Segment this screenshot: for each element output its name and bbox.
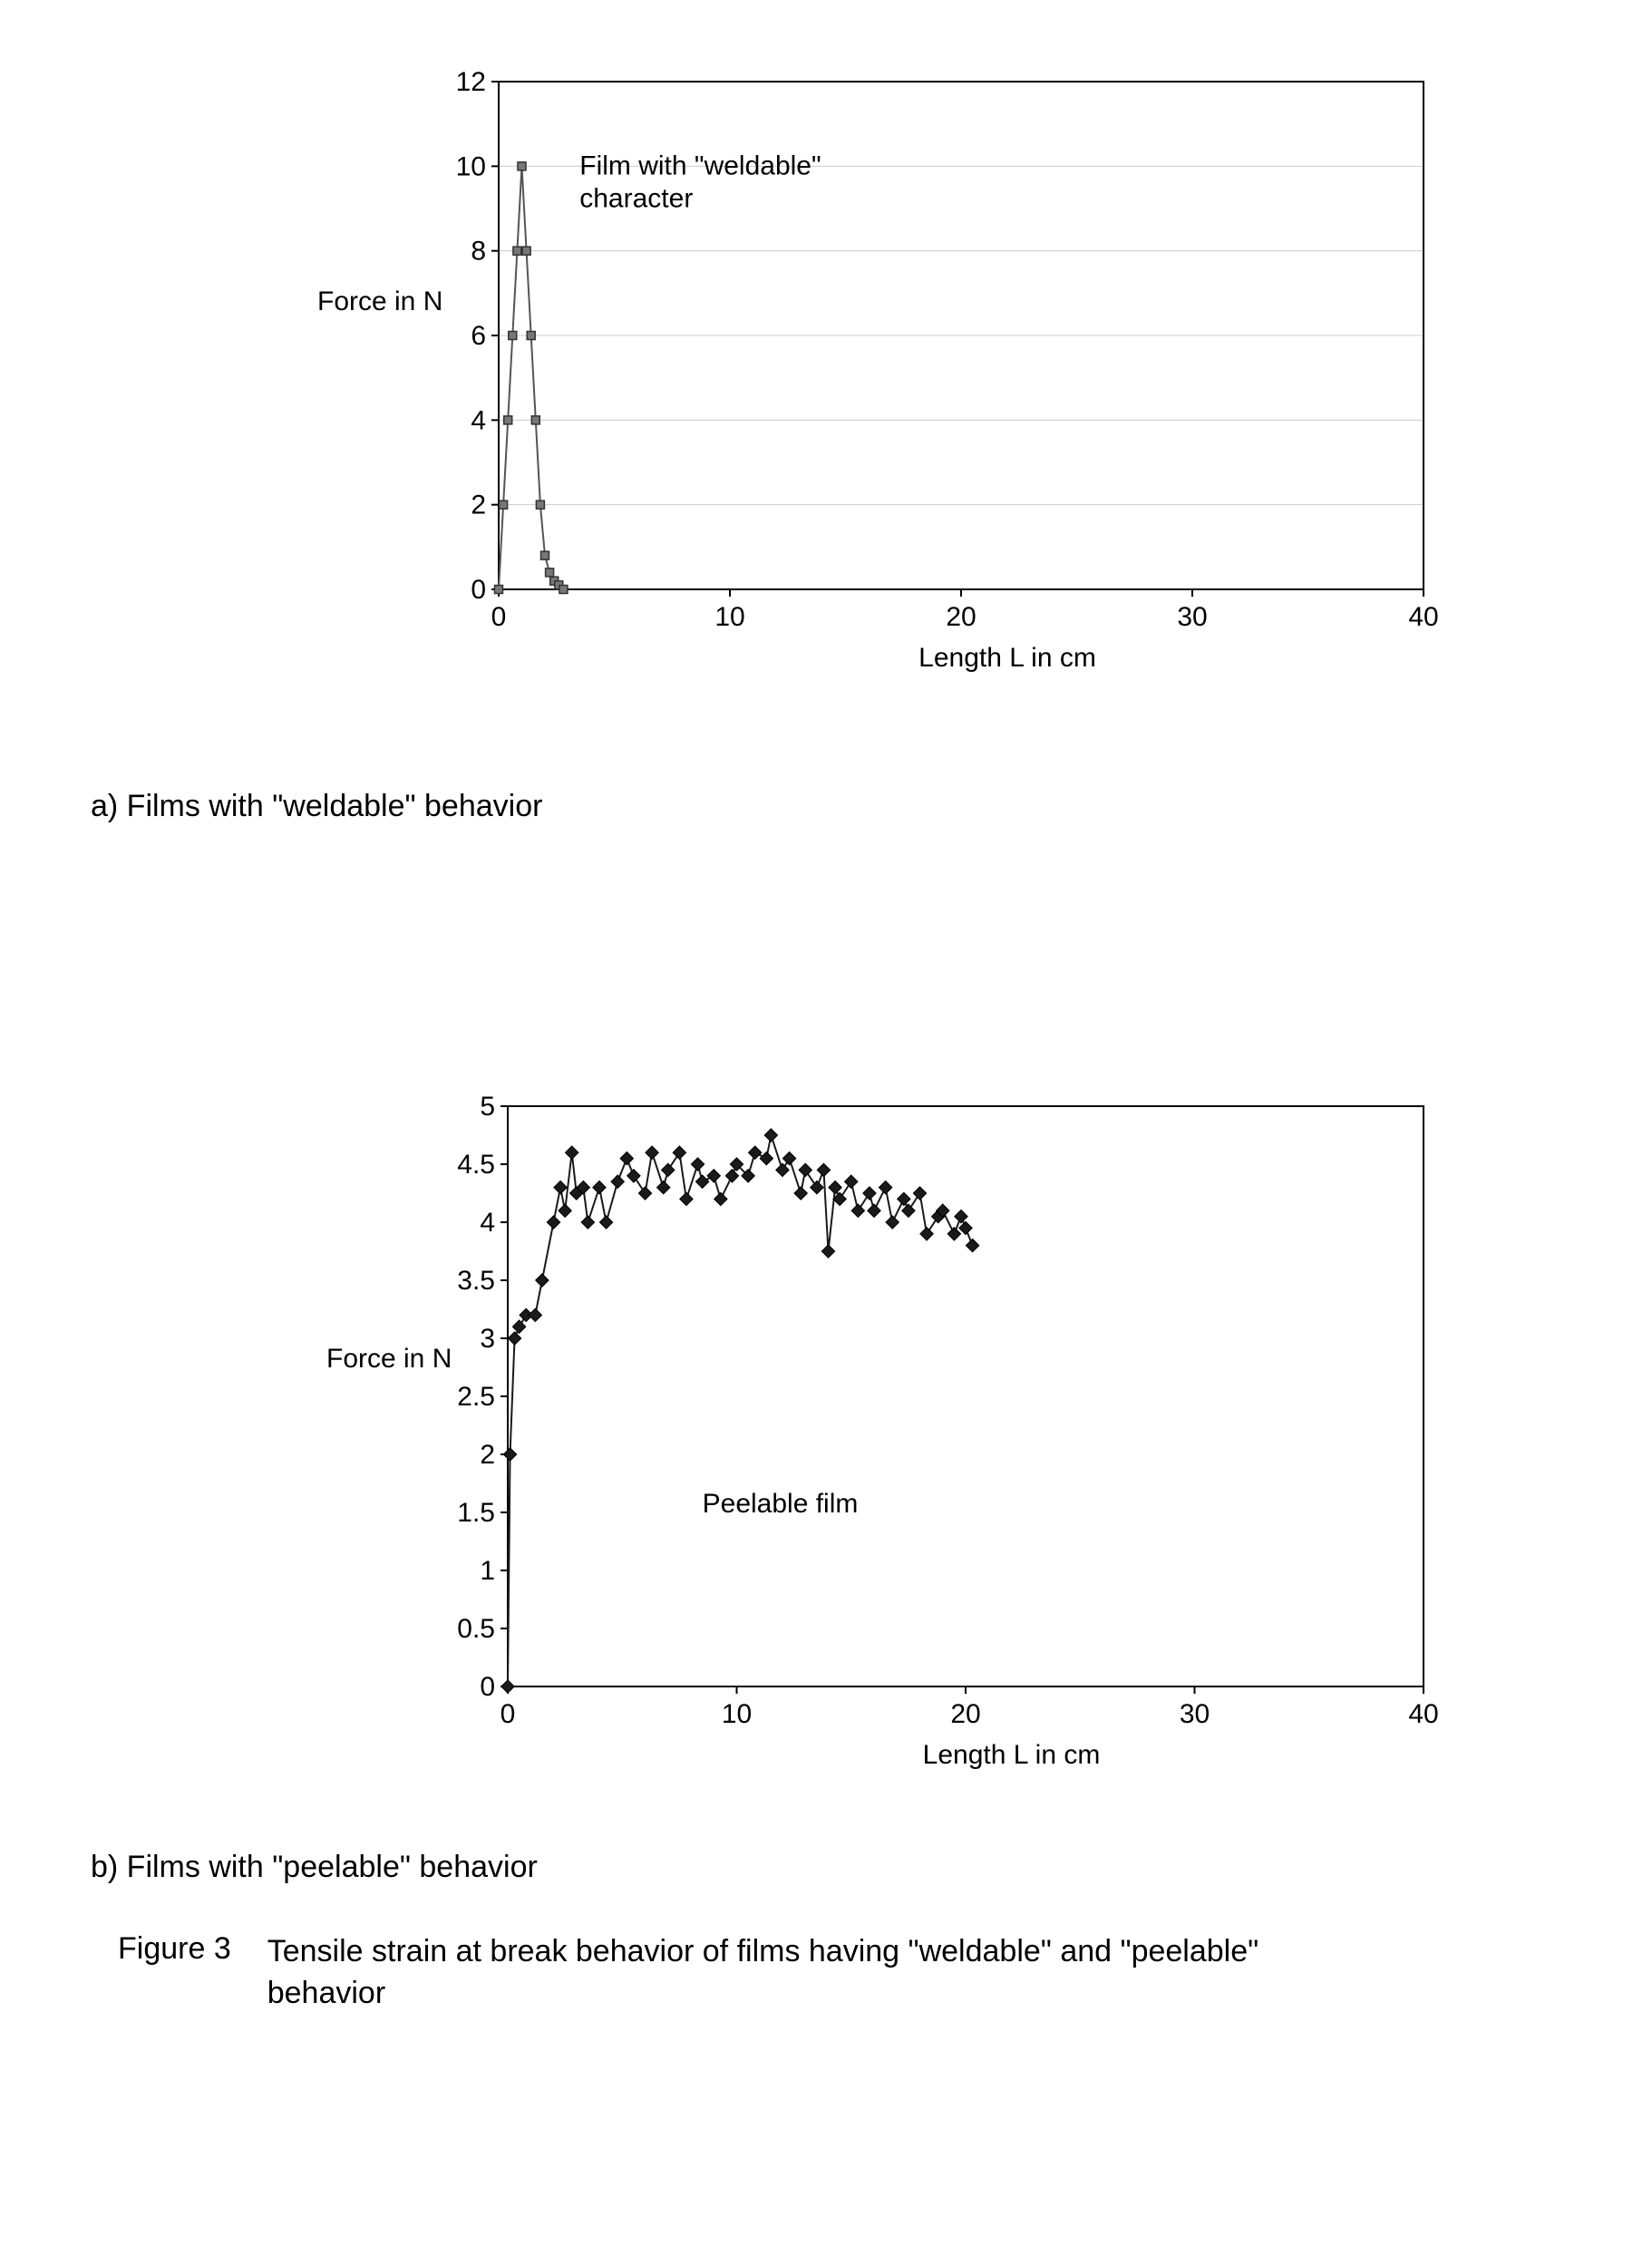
- chart-peelable: 0 0.5 1 1.5 2 2.5 3 3.5 4 4.5 5 0 10 20 30 40 Length L i…: [272, 1088, 1451, 1795]
- chart-weldable-svg: 0 2 4 6 8 10 12 0 10 20 30 40 Length L in cm Force in…: [272, 63, 1451, 698]
- svg-text:8: 8: [471, 237, 486, 267]
- svg-text:6: 6: [471, 321, 486, 351]
- svg-text:40: 40: [1408, 602, 1438, 632]
- svg-text:Peelable film: Peelable film: [703, 1489, 859, 1519]
- svg-text:1: 1: [480, 1556, 495, 1586]
- svg-text:20: 20: [950, 1699, 980, 1729]
- caption-a: a) Films with "weldable" behavior: [91, 789, 542, 824]
- svg-text:0: 0: [480, 1672, 495, 1702]
- svg-text:4: 4: [471, 405, 486, 435]
- figure-caption: Figure 3 Tensile strain at break behavio…: [118, 1931, 1356, 2015]
- svg-text:2: 2: [471, 491, 486, 520]
- svg-text:Force in N: Force in N: [317, 287, 442, 316]
- svg-text:4: 4: [480, 1208, 495, 1238]
- svg-text:5: 5: [480, 1092, 495, 1122]
- chart-weldable: 0 2 4 6 8 10 12 0 10 20 30 40 Length L in cm Force in…: [272, 63, 1451, 698]
- svg-text:40: 40: [1408, 1699, 1438, 1729]
- caption-b: b) Films with "peelable" behavior: [91, 1850, 538, 1885]
- figure-text: Tensile strain at break behavior of film…: [267, 1931, 1356, 2015]
- svg-text:0: 0: [471, 575, 486, 605]
- figure-label: Figure 3: [118, 1931, 231, 2015]
- svg-text:30: 30: [1177, 602, 1207, 632]
- chart-peelable-svg: 0 0.5 1 1.5 2 2.5 3 3.5 4 4.5 5 0 10 20 30 40 Length L i…: [272, 1088, 1451, 1795]
- svg-text:0: 0: [491, 602, 507, 632]
- svg-text:Film with "weldable": Film with "weldable": [579, 151, 821, 181]
- svg-text:10: 10: [456, 151, 486, 181]
- svg-text:3.5: 3.5: [457, 1266, 495, 1296]
- svg-text:0: 0: [500, 1699, 516, 1729]
- svg-text:0.5: 0.5: [457, 1614, 495, 1644]
- svg-text:10: 10: [714, 602, 744, 632]
- svg-text:1.5: 1.5: [457, 1498, 495, 1528]
- svg-text:2: 2: [480, 1440, 495, 1470]
- svg-text:Force in N: Force in N: [326, 1344, 452, 1374]
- svg-text:2.5: 2.5: [457, 1382, 495, 1412]
- svg-text:3: 3: [480, 1324, 495, 1354]
- svg-text:4.5: 4.5: [457, 1150, 495, 1180]
- svg-text:Length L in cm: Length L in cm: [918, 643, 1096, 673]
- svg-text:12: 12: [456, 67, 486, 97]
- svg-text:10: 10: [722, 1699, 752, 1729]
- svg-text:character: character: [579, 184, 693, 214]
- svg-text:Length L in cm: Length L in cm: [923, 1740, 1101, 1770]
- svg-text:30: 30: [1180, 1699, 1210, 1729]
- svg-text:20: 20: [946, 602, 976, 632]
